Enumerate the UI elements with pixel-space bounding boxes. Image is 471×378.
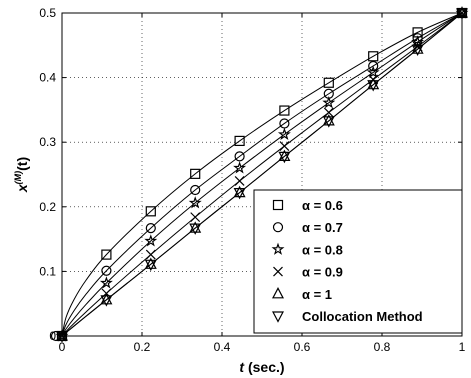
- legend: α = 0.6 α = 0.7 α = 0.8 α = 0.9 α = 1 Colloca…: [253, 189, 463, 334]
- legend-entry-label: α = 0.7: [302, 220, 343, 235]
- x-axis-label: t (sec.): [239, 359, 284, 375]
- data-point-triangle-up: [411, 42, 424, 54]
- data-point-circle: [368, 60, 379, 72]
- y-axis-label-superscript: (M): [13, 171, 23, 185]
- data-point-triangle-down: [144, 259, 157, 272]
- legend-marker-star: [271, 242, 285, 255]
- legend-box: [253, 189, 463, 334]
- legend-marker-triangle-up: [272, 287, 284, 299]
- legend-marker-circle: [272, 222, 284, 233]
- data-point-triangle-up: [233, 185, 246, 198]
- data-point-x: [190, 212, 201, 223]
- y-tick-label: 0.5: [39, 6, 56, 20]
- legend-entry-label: α = 0.6: [302, 198, 343, 213]
- y-tick-label: 0: [49, 329, 56, 343]
- series-line: [61, 12, 463, 337]
- data-point-square: [145, 206, 156, 217]
- data-point-x: [323, 107, 334, 118]
- data-point-triangle-up: [144, 257, 157, 269]
- x-tick-label: 0: [59, 340, 66, 354]
- data-point-x: [279, 141, 290, 152]
- y-tick-label: 0.3: [39, 135, 56, 149]
- y-tick-label: 0.4: [39, 71, 56, 85]
- x-tick-label: 0.4: [214, 340, 231, 354]
- legend-marker-square: [272, 199, 284, 211]
- x-axis-label-var: t: [239, 359, 245, 375]
- data-point-star: [366, 65, 380, 78]
- data-point-square: [368, 51, 379, 62]
- data-point-square: [101, 249, 112, 260]
- y-tick-label: 0.1: [39, 264, 56, 278]
- data-point-circle: [190, 184, 201, 196]
- plot-frame: [61, 12, 463, 337]
- x-tick-label: 0.6: [294, 340, 311, 354]
- data-point-circle: [50, 330, 62, 342]
- data-point-triangle-down: [233, 187, 246, 200]
- y-axis-label-var: x: [14, 183, 30, 193]
- data-point-triangle-down: [100, 295, 113, 307]
- data-point-x: [145, 249, 156, 260]
- data-point-circle: [101, 265, 112, 276]
- axis-ticks: 0 0.2 0.4 0.6 0.8 1 0 0.1 0.2 0.3 0.4 0.5: [39, 6, 465, 354]
- data-point-triangle-down: [189, 223, 202, 235]
- y-axis-label: x(M)(t): [13, 157, 30, 193]
- data-point-x: [234, 176, 245, 186]
- y-tick-label: 0.2: [39, 200, 56, 214]
- series-line: [61, 12, 463, 337]
- legend-marker-triangle-down: [272, 311, 284, 323]
- data-point-triangle-up: [100, 293, 113, 305]
- data-point-triangle-down: [456, 8, 468, 20]
- data-point-triangle-up: [367, 77, 380, 90]
- data-point-star: [322, 95, 336, 109]
- legend-entry-label: Collocation Method: [302, 309, 423, 324]
- data-point-square: [234, 135, 245, 147]
- data-point-square: [323, 77, 334, 88]
- data-point-star: [188, 196, 202, 209]
- data-point-triangle-down: [322, 116, 335, 128]
- data-point-triangle-up: [56, 329, 68, 341]
- series-line: [61, 12, 463, 337]
- x-tick-label: 0.8: [374, 340, 391, 354]
- legend-entry-label: α = 0.8: [302, 242, 343, 257]
- data-point-star: [277, 127, 291, 140]
- data-point-circle: [145, 223, 156, 234]
- data-point-triangle-up: [189, 221, 202, 233]
- legend-entry-label: α = 1: [302, 287, 332, 302]
- data-point-star: [99, 276, 113, 289]
- legend-entry-label: α = 0.9: [302, 265, 343, 280]
- legend-marker-x: [273, 266, 283, 277]
- x-tick-label: 1: [459, 340, 466, 354]
- data-point-square: [190, 168, 201, 179]
- data-point-triangle-up: [322, 114, 335, 126]
- y-axis-label-arg: (t): [14, 157, 30, 171]
- data-point-circle: [234, 151, 245, 162]
- data-point-square: [279, 105, 290, 116]
- data-point-star: [233, 161, 247, 174]
- data-point-triangle-down: [367, 80, 380, 92]
- data-point-triangle-down: [278, 151, 291, 164]
- data-point-star: [144, 234, 158, 247]
- data-point-triangle-up: [278, 149, 291, 162]
- x-axis-label-unit: (sec.): [244, 359, 284, 375]
- x-tick-label: 0.2: [134, 340, 151, 354]
- data-point-triangle-down: [411, 44, 424, 56]
